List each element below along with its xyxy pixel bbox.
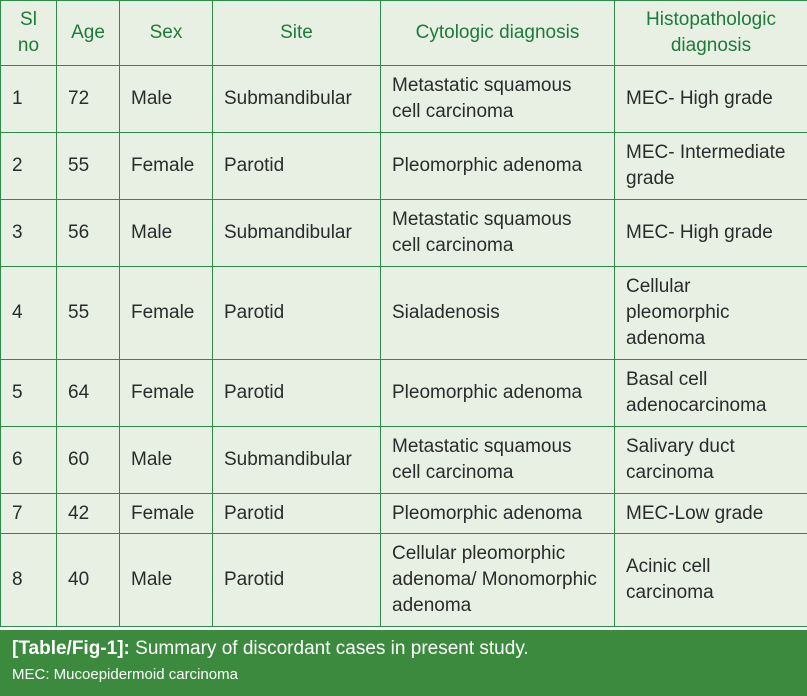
table-row: 4 55 Female Parotid Sialadenosis Cellula…: [0, 266, 807, 360]
discordant-cases-table: Sl no Age Sex Site Cytologic diagnosis H…: [0, 0, 807, 627]
cell-histopathologic-diagnosis: MEC- High grade: [614, 199, 807, 267]
cell-site: Submandibular: [212, 65, 381, 133]
cell-sl-no: 8: [0, 533, 57, 627]
cell-histopathologic-diagnosis: Basal cell adenocarcinoma: [614, 359, 807, 427]
header-site: Site: [212, 0, 381, 66]
caption-label: [Table/Fig-1]:: [12, 638, 130, 659]
table-row: 1 72 Male Submandibular Metastatic squam…: [0, 65, 807, 133]
table-caption: [Table/Fig-1]: Summary of discordant cas…: [0, 630, 807, 696]
cell-sl-no: 7: [0, 493, 57, 534]
header-sex: Sex: [119, 0, 213, 66]
table-row: 3 56 Male Submandibular Metastatic squam…: [0, 199, 807, 267]
table-row: 2 55 Female Parotid Pleomorphic adenoma …: [0, 132, 807, 200]
cell-age: 42: [56, 493, 120, 534]
cell-sl-no: 2: [0, 132, 57, 200]
table-row: 7 42 Female Parotid Pleomorphic adenoma …: [0, 493, 807, 534]
cell-sex: Female: [119, 359, 213, 427]
table-header-row: Sl no Age Sex Site Cytologic diagnosis H…: [0, 0, 807, 66]
cell-histopathologic-diagnosis: MEC- High grade: [614, 65, 807, 133]
cell-site: Parotid: [212, 359, 381, 427]
cell-site: Submandibular: [212, 426, 381, 494]
cell-sex: Female: [119, 493, 213, 534]
table-row: 6 60 Male Submandibular Metastatic squam…: [0, 426, 807, 494]
cell-cytologic-diagnosis: Sialadenosis: [380, 266, 615, 360]
caption-footnote: MEC: Mucoepidermoid carcinoma: [12, 666, 238, 683]
cell-age: 64: [56, 359, 120, 427]
header-histopathologic-diagnosis: Histopathologic diagnosis: [614, 0, 807, 66]
header-sl-no: Sl no: [0, 0, 57, 66]
cell-sex: Female: [119, 266, 213, 360]
cell-site: Submandibular: [212, 199, 381, 267]
cell-age: 72: [56, 65, 120, 133]
cell-age: 56: [56, 199, 120, 267]
cell-cytologic-diagnosis: Metastatic squamous cell carcinoma: [380, 426, 615, 494]
caption-line: [Table/Fig-1]: Summary of discordant cas…: [12, 636, 795, 662]
cell-site: Parotid: [212, 132, 381, 200]
header-cytologic-diagnosis: Cytologic diagnosis: [380, 0, 615, 66]
cell-site: Parotid: [212, 533, 381, 627]
cell-cytologic-diagnosis: Metastatic squamous cell carcinoma: [380, 199, 615, 267]
cell-sl-no: 3: [0, 199, 57, 267]
cell-age: 55: [56, 132, 120, 200]
table-row: 8 40 Male Parotid Cellular pleomorphic a…: [0, 533, 807, 627]
cell-sex: Male: [119, 199, 213, 267]
cell-age: 55: [56, 266, 120, 360]
cell-sl-no: 1: [0, 65, 57, 133]
header-age: Age: [56, 0, 120, 66]
cell-age: 40: [56, 533, 120, 627]
cell-sl-no: 5: [0, 359, 57, 427]
cell-cytologic-diagnosis: Pleomorphic adenoma: [380, 359, 615, 427]
cell-site: Parotid: [212, 493, 381, 534]
table-row: 5 64 Female Parotid Pleomorphic adenoma …: [0, 359, 807, 427]
cell-cytologic-diagnosis: Pleomorphic adenoma: [380, 132, 615, 200]
cell-histopathologic-diagnosis: Salivary duct carcinoma: [614, 426, 807, 494]
cell-cytologic-diagnosis: Metastatic squamous cell carcinoma: [380, 65, 615, 133]
cell-sex: Male: [119, 426, 213, 494]
caption-text: Summary of discordant cases in present s…: [135, 638, 529, 659]
cell-site: Parotid: [212, 266, 381, 360]
cell-sex: Male: [119, 65, 213, 133]
cell-histopathologic-diagnosis: Acinic cell carcinoma: [614, 533, 807, 627]
cell-sl-no: 6: [0, 426, 57, 494]
cell-histopathologic-diagnosis: Cellular pleomorphic adenoma: [614, 266, 807, 360]
cell-age: 60: [56, 426, 120, 494]
cell-histopathologic-diagnosis: MEC- Intermediate grade: [614, 132, 807, 200]
cell-cytologic-diagnosis: Pleomorphic adenoma: [380, 493, 615, 534]
cell-histopathologic-diagnosis: MEC-Low grade: [614, 493, 807, 534]
cell-sex: Female: [119, 132, 213, 200]
cell-cytologic-diagnosis: Cellular pleomorphic adenoma/ Monomorphi…: [380, 533, 615, 627]
cell-sl-no: 4: [0, 266, 57, 360]
cell-sex: Male: [119, 533, 213, 627]
